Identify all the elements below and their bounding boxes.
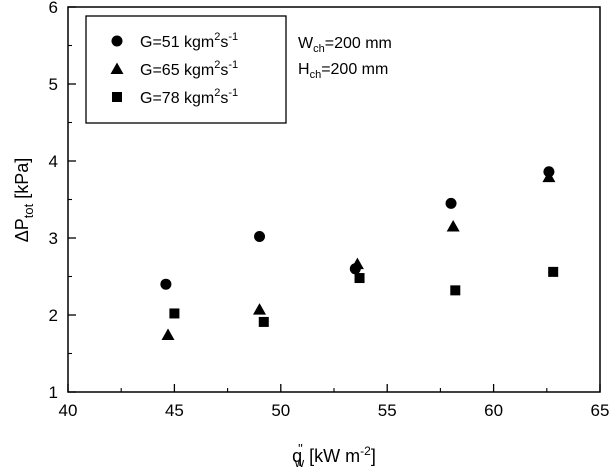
x-axis-title-sub: w <box>294 455 305 470</box>
data-point-circle <box>254 230 266 242</box>
data-point-square <box>169 308 180 319</box>
data-point-triangle <box>446 219 460 232</box>
data-point-square <box>548 266 559 277</box>
annotations: Wch=200 mm Hch=200 mm <box>298 35 392 81</box>
data-point-square <box>450 285 461 296</box>
legend-label: G=78 kgm2s-1 <box>140 87 238 107</box>
annotation-text: Wch=200 mm <box>298 35 392 55</box>
x-tick-label: 40 <box>59 401 78 420</box>
x-tick-label: 45 <box>165 401 184 420</box>
x-tick-label: 65 <box>591 401 610 420</box>
x-axis-title: q" w [kW m-2] <box>292 441 376 470</box>
x-tick-label: 60 <box>484 401 503 420</box>
x-axis-title-sup: " <box>298 441 303 456</box>
y-axis-ticks: 1 2 3 4 5 6 <box>49 0 76 402</box>
x-axis-title-main: q <box>292 446 302 466</box>
legend-marker-square <box>112 92 122 102</box>
y-tick-label: 4 <box>49 152 58 171</box>
y-axis-title-main: ΔP <box>12 218 32 242</box>
data-point-triangle <box>253 303 267 315</box>
legend-marker-triangle <box>110 62 124 74</box>
y-tick-label: 5 <box>49 75 58 94</box>
y-axis-title-unit: [kPa] <box>12 158 32 204</box>
annotation-text: Hch=200 mm <box>298 61 388 81</box>
data-point-circle <box>445 197 457 209</box>
data-point-square <box>258 316 269 327</box>
x-tick-label: 50 <box>271 401 290 420</box>
x-axis-title-unit-sup: -2 <box>360 444 371 458</box>
legend-label: G=65 kgm2s-1 <box>140 59 238 79</box>
x-axis-title-unit: [kW m <box>304 446 360 466</box>
data-point-triangle <box>161 328 175 341</box>
y-axis-title-sub: tot <box>21 203 36 218</box>
data-point-triangle <box>350 257 364 270</box>
y-tick-label: 3 <box>49 229 58 248</box>
data-point-circle <box>160 278 172 290</box>
x-tick-label: 55 <box>378 401 397 420</box>
x-axis-title-unit-close: ] <box>371 446 376 466</box>
data-marks <box>160 166 559 341</box>
data-point-square <box>354 273 365 284</box>
y-tick-label: 2 <box>49 306 58 325</box>
y-tick-label: 1 <box>49 383 58 402</box>
x-axis-ticks: 40 45 50 55 60 65 <box>59 384 610 420</box>
legend: G=51 kgm2s-1 G=65 kgm2s-1 G=78 kgm2s-1 <box>85 15 287 124</box>
y-tick-label: 6 <box>49 0 58 17</box>
legend-label: G=51 kgm2s-1 <box>140 31 238 51</box>
y-axis-title: ΔPtot [kPa] <box>12 158 36 243</box>
data-point-triangle <box>542 170 556 183</box>
legend-marker-circle <box>111 35 123 47</box>
